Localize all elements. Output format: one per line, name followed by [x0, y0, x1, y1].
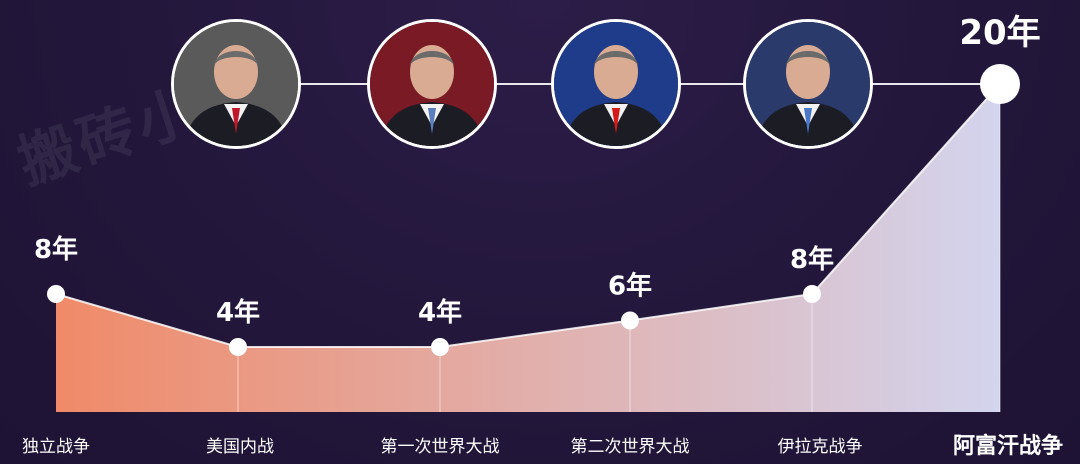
value-label: 8年: [34, 234, 78, 265]
series-line: [55, 83, 1001, 348]
data-point-marker: [431, 338, 449, 356]
category-label: 伊拉克战争: [778, 437, 863, 457]
data-point-marker: [803, 285, 821, 303]
value-label: 4年: [418, 297, 462, 328]
value-label: 8年: [790, 244, 834, 275]
data-point-marker: [229, 338, 247, 356]
category-label: 阿富汗战争: [953, 433, 1063, 459]
category-label: 美国内战: [206, 437, 274, 457]
category-label: 第二次世界大战: [571, 437, 690, 457]
portrait-4: [743, 19, 873, 149]
data-point-marker: [47, 285, 65, 303]
data-point-marker: [980, 64, 1020, 104]
category-label: 第一次世界大战: [381, 437, 500, 457]
portrait-2: [367, 19, 497, 149]
area-fill: [56, 84, 1000, 412]
value-label: 4年: [216, 297, 260, 328]
portrait-1: [171, 19, 301, 149]
value-label: 6年: [608, 271, 652, 302]
value-label: 20年: [959, 13, 1040, 53]
data-point-marker: [621, 311, 639, 330]
category-label: 独立战争: [22, 437, 90, 457]
portrait-3: [551, 19, 681, 149]
